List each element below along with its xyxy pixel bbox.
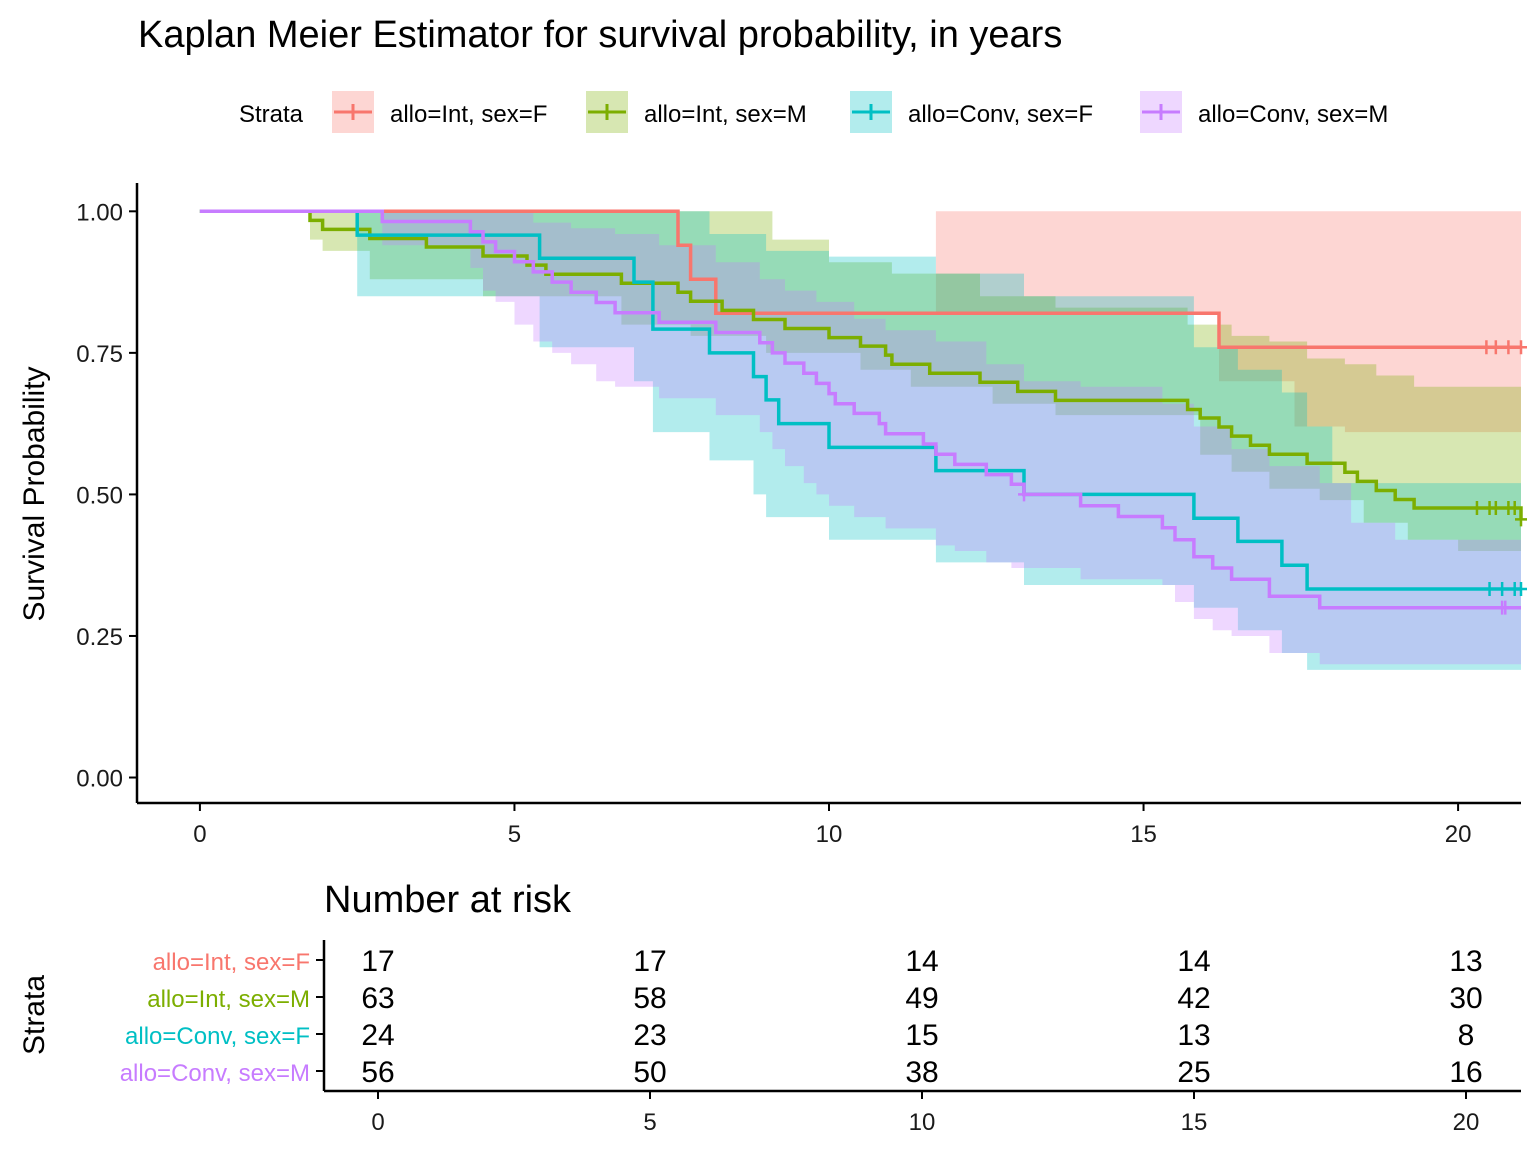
x-tick-label-0: 0 xyxy=(193,821,206,848)
risk-value-allo-conv-sex-f-3: 13 xyxy=(1177,1019,1210,1052)
y-axis-label: Survival Probability xyxy=(18,366,51,621)
risk-value-allo-int-sex-m-4: 30 xyxy=(1449,982,1482,1015)
legend-title: Strata xyxy=(239,101,304,128)
y-tick-label-0.50: 0.50 xyxy=(76,482,123,509)
risk-value-allo-int-sex-m-3: 42 xyxy=(1177,982,1210,1015)
risk-value-allo-conv-sex-f-0: 24 xyxy=(361,1019,394,1052)
risk-row-label-allo-conv-sex-m: allo=Conv, sex=M xyxy=(120,1060,310,1087)
risk-value-allo-int-sex-m-1: 58 xyxy=(633,982,666,1015)
risk-value-allo-conv-sex-m-4: 16 xyxy=(1449,1056,1482,1089)
legend-label-allo-conv-sex-f: allo=Conv, sex=F xyxy=(908,101,1093,128)
survival-curve-allo-conv-sex-f xyxy=(199,209,1521,591)
risk-value-allo-conv-sex-m-1: 50 xyxy=(633,1056,666,1089)
censor-mark-allo-int-sex-m-5 xyxy=(1515,512,1527,527)
ci-band-allo-conv-sex-m xyxy=(199,211,1521,665)
censor-mark-allo-conv-sex-m-2 xyxy=(1499,600,1512,615)
risk-x-tick-label-20: 20 xyxy=(1453,1109,1480,1136)
ci-band-allo-int-sex-m xyxy=(199,211,1521,563)
risk-row-label-allo-int-sex-m: allo=Int, sex=M xyxy=(147,986,310,1013)
risk-row-label-allo-conv-sex-f: allo=Conv, sex=F xyxy=(125,1023,310,1050)
censor-mark-allo-conv-sex-f-1 xyxy=(1496,581,1509,596)
risk-value-allo-conv-sex-f-1: 23 xyxy=(633,1019,666,1052)
risk-row-label-allo-int-sex-f: allo=Int, sex=F xyxy=(153,949,310,976)
risk-value-allo-conv-sex-m-3: 25 xyxy=(1177,1056,1210,1089)
legend-label-allo-int-sex-f: allo=Int, sex=F xyxy=(390,101,547,128)
risk-value-allo-conv-sex-f-2: 15 xyxy=(905,1019,938,1052)
y-tick-label-1.00: 1.00 xyxy=(76,199,123,226)
censor-mark-allo-int-sex-m-4 xyxy=(1508,501,1521,516)
risk-table: allo=Int, sex=F 17 17 14 14 13 allo=Int, sex=M… xyxy=(120,940,1521,1136)
survival-curve-allo-conv-sex-m xyxy=(199,209,1521,610)
risk-value-allo-int-sex-f-0: 17 xyxy=(361,945,394,978)
risk-value-allo-int-sex-f-4: 13 xyxy=(1449,945,1482,978)
y-tick-label-0.00: 0.00 xyxy=(76,766,123,793)
censor-mark-allo-conv-sex-m-0 xyxy=(1018,487,1031,502)
plot-axes: 0.00 0.25 0.50 0.75 1.00 0 5 10 15 20 xyxy=(76,183,1521,848)
risk-value-allo-int-sex-f-2: 14 xyxy=(905,945,938,978)
ci-band-allo-conv-sex-f xyxy=(199,211,1521,670)
censor-mark-allo-int-sex-m-0 xyxy=(1470,501,1483,516)
confidence-bands xyxy=(199,211,1521,670)
x-tick-label-15: 15 xyxy=(1130,821,1157,848)
risk-x-tick-label-5: 5 xyxy=(643,1109,656,1136)
y-tick-label-0.25: 0.25 xyxy=(76,624,123,651)
legend-label-allo-int-sex-m: allo=Int, sex=M xyxy=(644,101,807,128)
risk-table-title: Number at risk xyxy=(324,879,572,921)
x-tick-label-10: 10 xyxy=(816,821,843,848)
x-tick-label-5: 5 xyxy=(508,821,521,848)
survival-plot: 0.00 0.25 0.50 0.75 1.00 0 5 10 15 20 xyxy=(76,183,1527,848)
risk-value-allo-conv-sex-f-4: 8 xyxy=(1458,1019,1475,1052)
censor-mark-allo-int-sex-f-3 xyxy=(1515,340,1527,355)
censor-marks xyxy=(1018,340,1527,615)
risk-value-allo-int-sex-m-2: 49 xyxy=(905,982,938,1015)
censor-mark-allo-conv-sex-f-3 xyxy=(1515,581,1527,596)
censor-mark-allo-int-sex-m-2 xyxy=(1489,501,1502,516)
survival-curve-allo-int-sex-f xyxy=(199,209,1521,349)
censor-mark-allo-int-sex-f-2 xyxy=(1502,340,1515,355)
survival-curve-allo-int-sex-m xyxy=(199,209,1523,520)
legend-label-allo-conv-sex-m: allo=Conv, sex=M xyxy=(1198,101,1388,128)
risk-x-tick-label-0: 0 xyxy=(371,1109,384,1136)
risk-value-allo-int-sex-m-0: 63 xyxy=(361,982,394,1015)
survival-curves xyxy=(199,209,1523,610)
y-tick-label-0.75: 0.75 xyxy=(76,341,123,368)
risk-value-allo-int-sex-f-1: 17 xyxy=(633,945,666,978)
risk-value-allo-int-sex-f-3: 14 xyxy=(1177,945,1210,978)
censor-mark-allo-conv-sex-f-0 xyxy=(1483,581,1496,596)
x-tick-label-20: 20 xyxy=(1445,821,1472,848)
legend: Strata allo=Int, sex=F allo=Int, sex=M allo… xyxy=(239,91,1388,133)
ci-band-allo-int-sex-f xyxy=(199,211,1521,433)
risk-value-allo-conv-sex-m-2: 38 xyxy=(905,1056,938,1089)
risk-x-tick-label-10: 10 xyxy=(909,1109,936,1136)
chart-title: Kaplan Meier Estimator for survival prob… xyxy=(138,14,1062,56)
censor-mark-allo-int-sex-f-1 xyxy=(1489,340,1502,355)
risk-x-tick-label-15: 15 xyxy=(1181,1109,1208,1136)
risk-table-strata-label: Strata xyxy=(18,975,51,1055)
risk-value-allo-conv-sex-m-0: 56 xyxy=(361,1056,394,1089)
